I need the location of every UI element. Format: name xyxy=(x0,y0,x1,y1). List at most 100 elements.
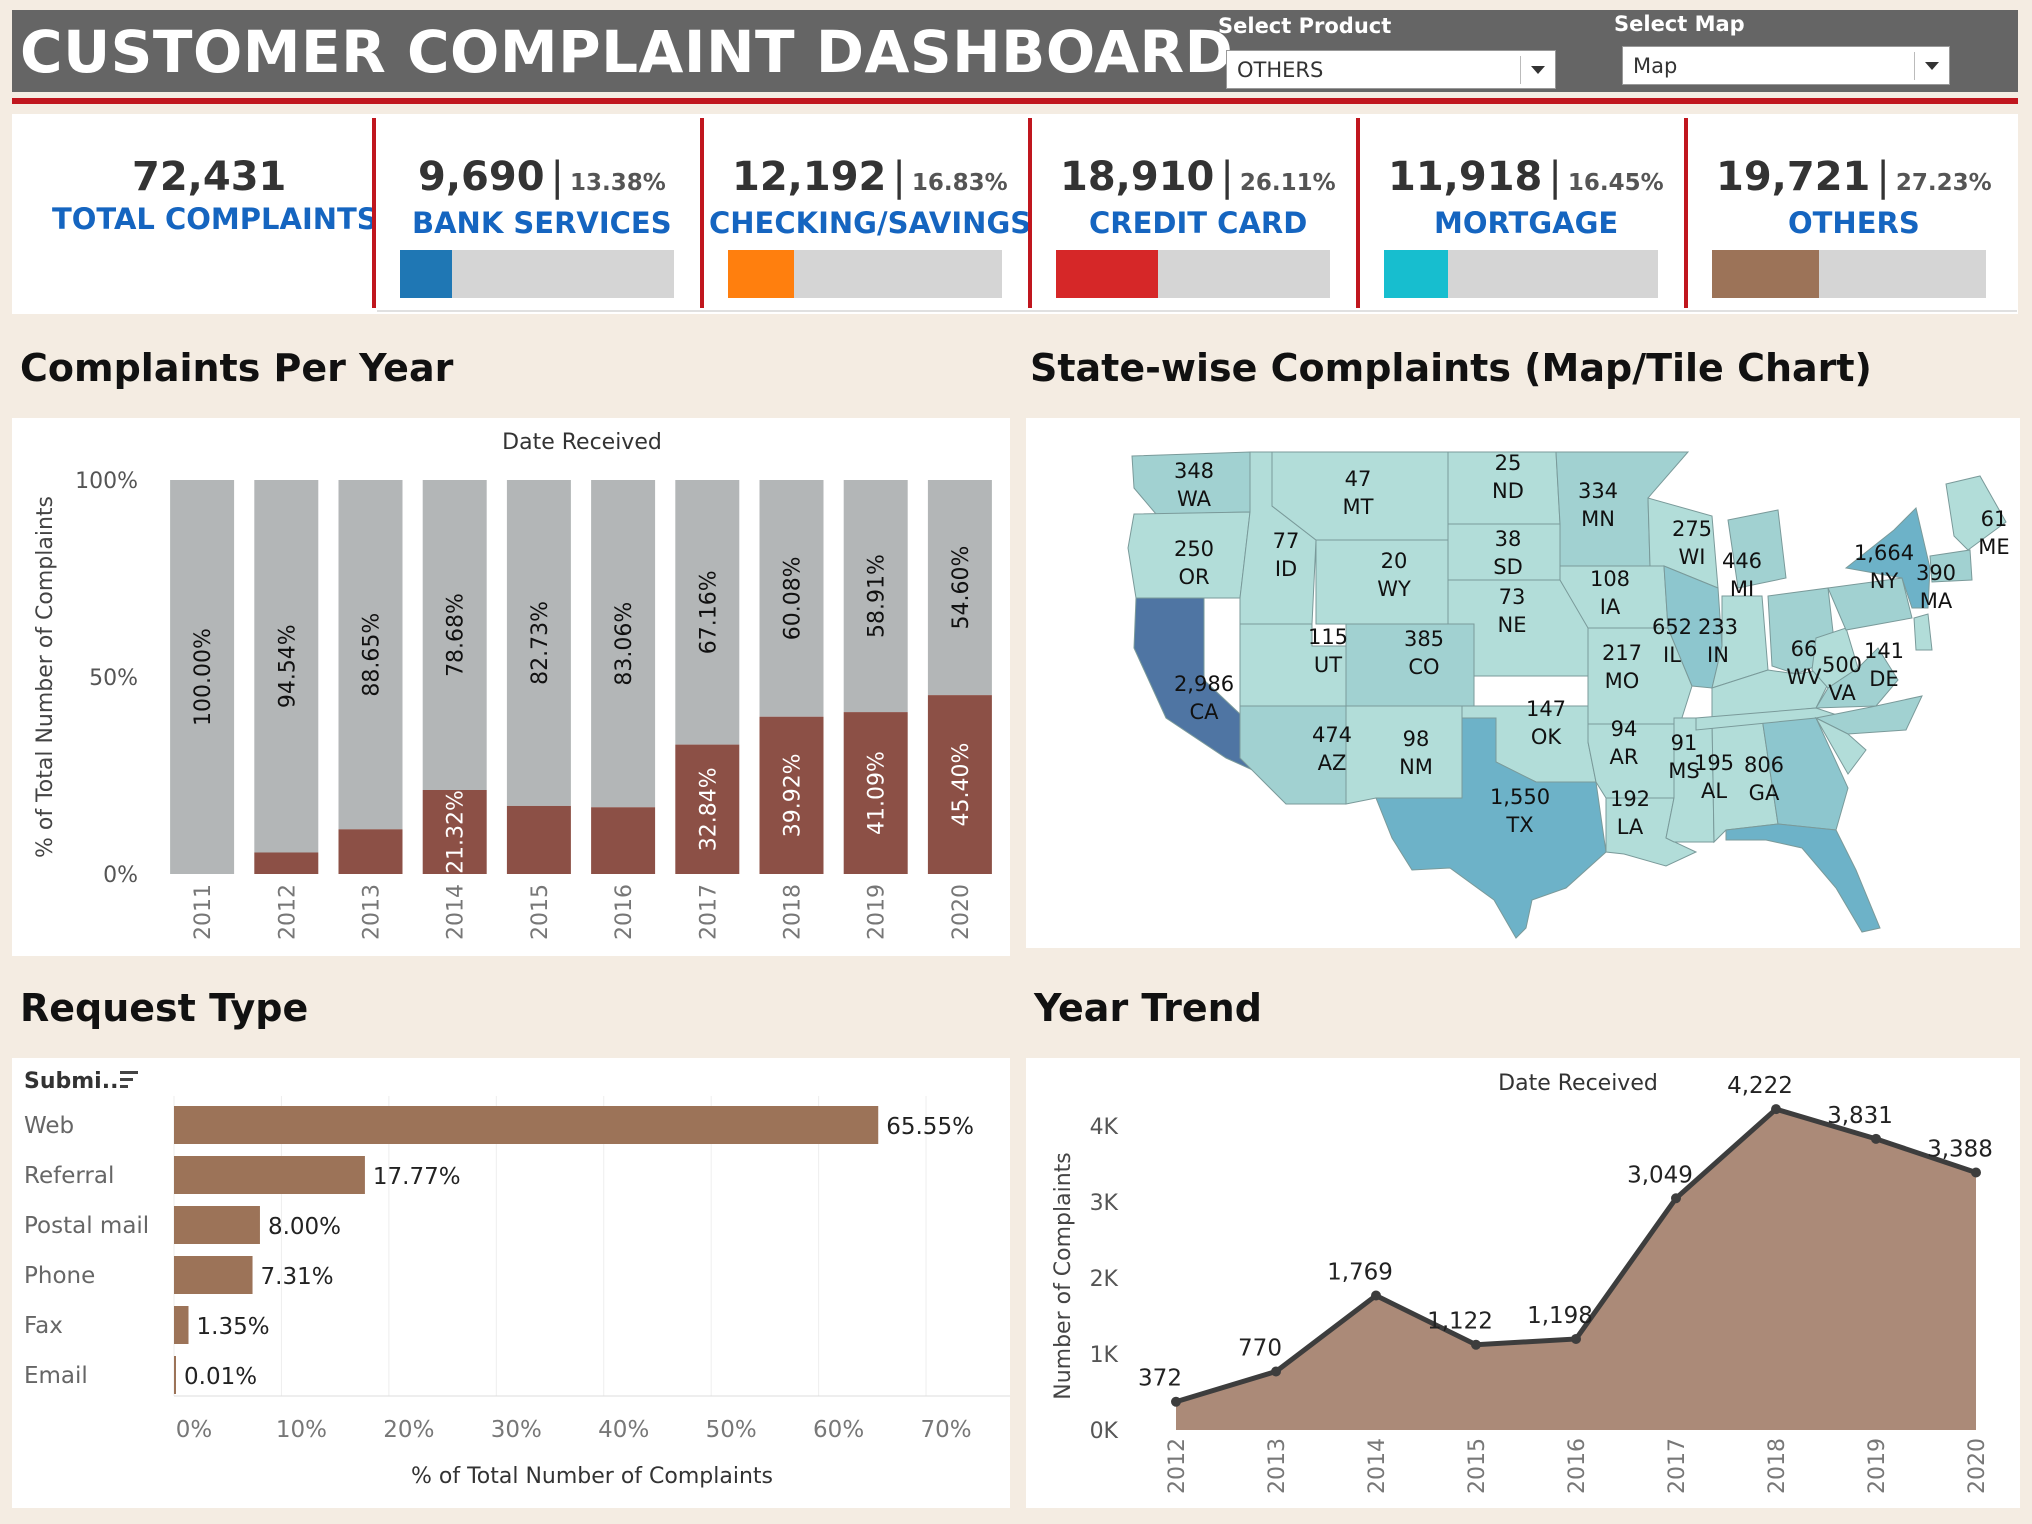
product-filter-select[interactable]: OTHERS xyxy=(1226,50,1556,89)
state-abbr-label: ME xyxy=(1978,535,2009,559)
chevron-down-icon[interactable] xyxy=(1925,62,1939,70)
per-year-panel: Date Received % of Total Number of Compla… xyxy=(12,418,1010,956)
state-value-label: 348 xyxy=(1174,459,1214,483)
x-tick-label: 2016 xyxy=(612,884,637,940)
bar-segment-other xyxy=(675,480,740,745)
kpi-divider: | xyxy=(1548,154,1562,200)
bar-segment-other xyxy=(254,480,319,853)
state-value-label: 446 xyxy=(1722,549,1762,573)
state-value-label: 25 xyxy=(1495,451,1522,475)
bar-segment-other xyxy=(422,480,487,790)
state-value-label: 192 xyxy=(1610,787,1650,811)
trend-point xyxy=(1771,1104,1781,1115)
kpi-separator xyxy=(700,118,704,308)
kpi-value: 11,918 | 16.45% xyxy=(1388,154,1664,200)
kpi-percent: 27.23% xyxy=(1895,170,1992,196)
kpi-share-bar xyxy=(1712,250,1986,298)
bar-segment-selected xyxy=(675,744,740,874)
chevron-down-icon[interactable] xyxy=(1531,66,1545,74)
state-value-label: 1,664 xyxy=(1854,541,1914,565)
kpi-percent: 16.83% xyxy=(911,170,1008,196)
sort-icon[interactable] xyxy=(120,1071,138,1088)
y-tick-label: 0K xyxy=(1090,1419,1119,1444)
state-map[interactable]: 348 WA 250 OR 2,986 CA 77 ID 47 MT 20 WY 115 UT 474 AZ 3… xyxy=(1026,418,2020,948)
state-abbr-label: MO xyxy=(1605,669,1640,693)
state-value-label: 94 xyxy=(1611,717,1638,741)
y-axis-label: % of Total Number of Complaints xyxy=(33,496,58,858)
x-tick-label: 2013 xyxy=(1265,1438,1290,1494)
kpi-card[interactable]: 18,910 | 26.11% CREDIT CARD xyxy=(1028,114,1356,314)
kpi-card[interactable]: 19,721 | 27.23% OTHERS xyxy=(1684,114,2012,314)
x-tick-label: 30% xyxy=(491,1417,542,1443)
state-value-label: 233 xyxy=(1698,615,1738,639)
bar-segment-other xyxy=(843,480,908,713)
state-value-label: 73 xyxy=(1499,585,1526,609)
trend-value-label: 1,769 xyxy=(1327,1260,1393,1286)
trend-point xyxy=(1571,1333,1581,1344)
bar-segment-other xyxy=(759,480,824,717)
bar-top-label: 54.60% xyxy=(949,546,974,630)
kpi-share-fill xyxy=(1056,250,1159,298)
bar-top-label: 60.08% xyxy=(781,556,806,640)
state-shape-fl xyxy=(1725,823,1881,933)
section-title-state: State-wise Complaints (Map/Tile Chart) xyxy=(1030,346,1872,390)
kpi-percent: 13.38% xyxy=(570,170,666,196)
bar-top-label: 88.65% xyxy=(360,613,385,697)
state-abbr-label: GA xyxy=(1749,781,1780,805)
kpi-card[interactable]: 9,690 | 13.38% BANK SERVICES xyxy=(372,114,700,314)
state-abbr-label: CO xyxy=(1408,655,1439,679)
per-year-chart: Date Received % of Total Number of Compla… xyxy=(33,430,992,940)
bar-segment-other xyxy=(591,480,656,808)
bar-segment-selected xyxy=(591,807,656,874)
state-map-panel: 348 WA 250 OR 2,986 CA 77 ID 47 MT 20 WY 115 UT 474 AZ 3… xyxy=(1026,418,2020,948)
state-abbr-label: IN xyxy=(1707,643,1729,667)
y-axis-label: Number of Complaints xyxy=(1051,1152,1076,1400)
state-abbr-label: CA xyxy=(1189,700,1219,724)
kpi-value: 18,910 | 26.11% xyxy=(1060,154,1336,200)
x-tick-label: 2012 xyxy=(275,884,300,940)
x-tick-label: 2013 xyxy=(360,884,385,940)
bar-bottom-label: 21.32% xyxy=(444,790,469,874)
kpi-card[interactable]: 11,918 | 16.45% MORTGAGE xyxy=(1356,114,1684,314)
state-value-label: 66 xyxy=(1791,637,1818,661)
x-tick-label: 2019 xyxy=(1865,1438,1890,1494)
state-abbr-label: NY xyxy=(1870,569,1899,593)
request-bar xyxy=(174,1306,189,1344)
state-abbr-label: ID xyxy=(1275,557,1297,581)
trend-point xyxy=(1471,1339,1481,1350)
kpi-card[interactable]: 12,192 | 16.83% CHECKING/SAVINGS xyxy=(700,114,1031,314)
y-tick-label: 1K xyxy=(1090,1343,1119,1368)
kpi-total-label: TOTAL COMPLAINTS xyxy=(52,202,378,236)
x-tick-label: 50% xyxy=(706,1417,757,1443)
state-abbr-label: AR xyxy=(1610,745,1639,769)
trend-value-label: 4,222 xyxy=(1727,1073,1793,1099)
state-value-label: 275 xyxy=(1672,517,1712,541)
x-tick-label: 2017 xyxy=(696,884,721,940)
x-tick-label: 2011 xyxy=(191,884,216,940)
trend-value-label: 3,831 xyxy=(1827,1103,1893,1129)
state-value-label: 1,550 xyxy=(1490,785,1550,809)
state-value-label: 91 xyxy=(1671,731,1698,755)
state-abbr-label: MN xyxy=(1581,507,1615,531)
trend-value-label: 372 xyxy=(1138,1366,1182,1392)
state-value-label: 195 xyxy=(1694,751,1734,775)
x-tick-label: 2015 xyxy=(528,884,553,940)
x-tick-label: 2015 xyxy=(1465,1438,1490,1494)
x-axis-label: % of Total Number of Complaints xyxy=(411,1464,773,1489)
bar-top-label: 82.73% xyxy=(528,601,553,685)
kpi-divider: | xyxy=(550,154,565,200)
bar-segment-other xyxy=(927,480,992,696)
state-value-label: 806 xyxy=(1744,753,1784,777)
x-tick-label: 2016 xyxy=(1565,1438,1590,1494)
state-abbr-label: IL xyxy=(1663,643,1681,667)
request-bar xyxy=(174,1256,253,1294)
state-value-label: 98 xyxy=(1403,727,1430,751)
y-tick-label: 2K xyxy=(1090,1267,1119,1292)
category-label: Fax xyxy=(24,1313,63,1339)
map-filter-select[interactable]: Map xyxy=(1622,46,1950,85)
state-value-label: 147 xyxy=(1526,697,1566,721)
state-abbr-label: TX xyxy=(1505,813,1533,837)
bar-value-label: 1.35% xyxy=(197,1314,270,1340)
kpi-total[interactable]: 72,431 TOTAL COMPLAINTS xyxy=(12,114,378,314)
state-value-label: 500 xyxy=(1822,653,1862,677)
